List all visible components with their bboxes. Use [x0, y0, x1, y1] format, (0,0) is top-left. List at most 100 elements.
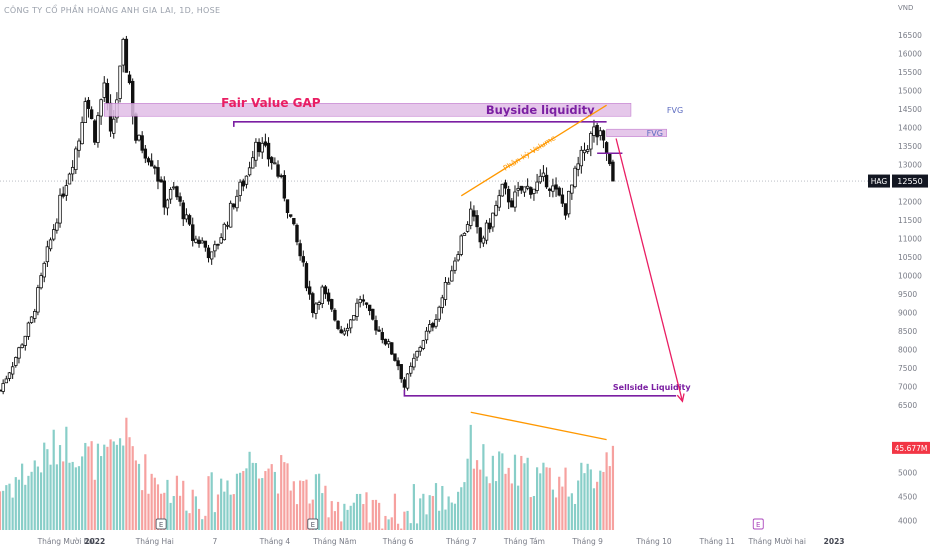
volume-bar [185, 510, 188, 530]
volume-bar [504, 473, 507, 530]
projection-arrow-head [676, 393, 685, 403]
candle-body [7, 372, 12, 379]
candle-body [86, 99, 91, 109]
candle-body [506, 188, 511, 203]
volume-bar [96, 443, 100, 530]
candle-body [175, 186, 179, 198]
candle-body [500, 183, 505, 197]
candle-body [576, 163, 580, 170]
candle-body [254, 141, 258, 161]
volume-bar [349, 505, 352, 530]
candle-body [494, 205, 498, 216]
volume-bar [14, 477, 17, 530]
price-tick-label: 7500 [898, 364, 917, 373]
volume-bar [501, 453, 504, 530]
candle-body [339, 329, 343, 334]
candle-body [140, 135, 144, 151]
time-tick-label: Tháng Tám [503, 537, 545, 546]
candle-body [544, 174, 549, 188]
volume-axis[interactable]: 5500500045004000 [898, 444, 917, 525]
volume-bar [216, 494, 220, 530]
volume-bar [74, 467, 77, 530]
volume-bar [441, 485, 444, 530]
candle-body [443, 281, 448, 300]
price-tick-label: 10500 [898, 253, 922, 262]
volume-bar [444, 509, 447, 530]
volume-bar [346, 509, 349, 530]
candle-body [412, 357, 416, 368]
candle-body [285, 199, 290, 213]
volume-bar [229, 494, 232, 530]
volume-bar [194, 496, 197, 530]
volume-bar [81, 456, 84, 530]
candle-body [187, 215, 192, 225]
candle-body [361, 299, 366, 302]
volume-bar [365, 492, 368, 530]
price-axis[interactable]: VND 16500 16000 15500 15000 14500 14000 13500 13… [898, 4, 922, 410]
volume-bar [384, 515, 387, 530]
candle-body [134, 113, 138, 141]
candle-body [481, 237, 486, 244]
volume-bar [21, 463, 24, 530]
volume-bar [43, 442, 46, 530]
volume-bar [453, 503, 457, 530]
volume-bar [548, 467, 551, 530]
volume-bar [599, 470, 602, 530]
price-tick-label: 10000 [898, 271, 922, 280]
time-tick-label: Tháng 6 [382, 537, 414, 546]
candle-body [26, 322, 31, 337]
candle-body [348, 319, 353, 329]
earnings-marker [752, 518, 764, 530]
candle-body [225, 224, 230, 227]
volume-bar [239, 472, 242, 530]
candle-body [415, 350, 419, 358]
volume-bar [109, 439, 112, 530]
volume-bar [359, 493, 362, 530]
candle-body [336, 320, 340, 329]
candle-body [595, 125, 599, 138]
price-tick-label: 15000 [898, 86, 922, 95]
volume-bar [558, 476, 561, 530]
volume-bar [261, 478, 264, 530]
volume-bar [204, 515, 207, 530]
price-candles [0, 35, 615, 395]
volume-bar [387, 519, 390, 530]
candle-body [184, 214, 189, 220]
volume-bar [125, 417, 128, 530]
time-tick-label: Tháng 7 [445, 537, 477, 546]
candle-body [146, 158, 151, 163]
volume-bar [425, 514, 428, 530]
candle-body [377, 329, 381, 332]
volume-bar [302, 481, 305, 530]
candle-body [557, 187, 561, 196]
time-tick-label: Tháng 4 [259, 537, 291, 546]
volume-bar [46, 449, 49, 530]
candle-body [491, 212, 495, 228]
volume-bar [55, 464, 58, 530]
fvg-zone-upper [103, 103, 632, 117]
candle-body [298, 243, 302, 257]
candle-body [203, 240, 208, 248]
candle-body [440, 297, 445, 308]
candle-body [10, 366, 15, 375]
price-tick-label: 6500 [898, 401, 917, 410]
candle-body [579, 149, 584, 167]
candle-body [263, 141, 268, 146]
volume-bar [144, 454, 147, 530]
volume-bar [554, 497, 558, 530]
volume-bar [17, 479, 21, 530]
candle-body [89, 109, 94, 120]
candle-body [314, 303, 318, 314]
price-tick-label: 8000 [898, 346, 917, 355]
candle-body [604, 142, 609, 154]
candle-body [70, 166, 75, 175]
volume-bar [226, 480, 229, 530]
volume-bar [87, 446, 90, 530]
volume-bar [223, 491, 226, 530]
volume-bar [327, 517, 330, 530]
volume-bar [188, 513, 191, 530]
candle-body [342, 330, 347, 335]
volume-bar [314, 474, 318, 530]
